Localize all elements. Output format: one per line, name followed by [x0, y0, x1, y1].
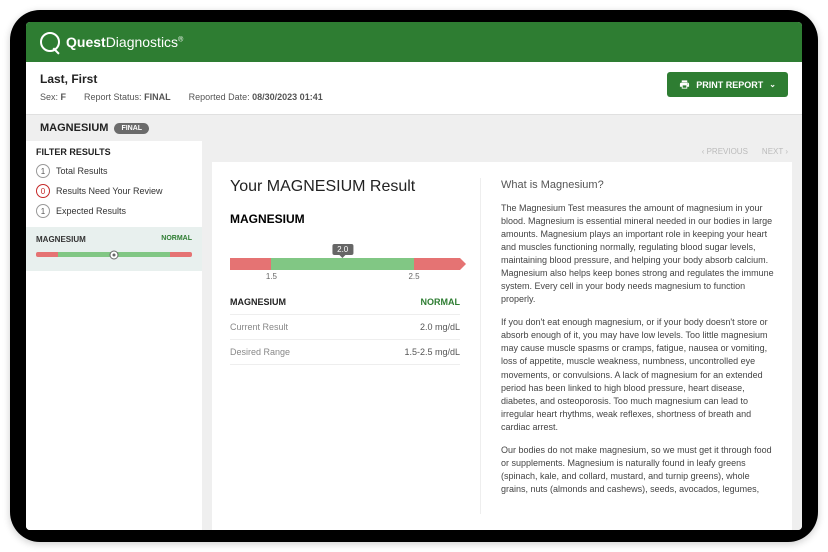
brand: QuestDiagnostics® — [40, 32, 183, 52]
test-header-bar: MAGNESIUM FINAL — [26, 115, 802, 141]
result-test-name: MAGNESIUM — [230, 212, 460, 226]
status-value: FINAL — [144, 92, 171, 102]
row-val: NORMAL — [421, 297, 461, 307]
current-value-marker: 2.0 — [332, 244, 353, 255]
count-badge: 1 — [36, 204, 50, 218]
row-key: Current Result — [230, 322, 288, 332]
prev-button[interactable]: ‹ PREVIOUS — [702, 147, 748, 156]
app-screen: QuestDiagnostics® Last, First Sex: F Rep… — [26, 22, 802, 530]
info-heading: What is Magnesium? — [501, 178, 774, 194]
final-badge: FINAL — [114, 123, 149, 134]
mini-range-bar — [36, 252, 192, 257]
sex-label: Sex: — [40, 92, 58, 102]
row-key: Desired Range — [230, 347, 290, 357]
status-field: Report Status: FINAL — [84, 92, 171, 102]
sidebar: FILTER RESULTS 1 Total Results 0 Results… — [26, 141, 202, 530]
info-paragraph-2: If you don't eat enough magnesium, or if… — [501, 316, 774, 433]
range-arrow-icon — [460, 258, 466, 270]
result-title: Your MAGNESIUM Result — [230, 178, 460, 196]
patient-name: Last, First — [40, 72, 323, 86]
brand-text: QuestDiagnostics® — [66, 34, 183, 50]
count-badge: 0 — [36, 184, 50, 198]
tick-low: 1.5 — [266, 272, 277, 281]
filter-expected[interactable]: 1 Expected Results — [26, 201, 202, 221]
filter-label: Results Need Your Review — [56, 186, 163, 196]
status-label: Report Status: — [84, 92, 142, 102]
reported-label: Reported Date: — [189, 92, 250, 102]
sex-field: Sex: F — [40, 92, 66, 102]
result-row-current: Current Result 2.0 mg/dL — [230, 315, 460, 340]
sidebar-test-item[interactable]: MAGNESIUM NORMAL — [26, 227, 202, 271]
sex-value: F — [61, 92, 67, 102]
next-button[interactable]: NEXT › — [762, 147, 788, 156]
print-report-button[interactable]: PRINT REPORT ⌄ — [667, 72, 788, 97]
filter-need-review[interactable]: 0 Results Need Your Review — [26, 181, 202, 201]
sidebar-test-name: MAGNESIUM — [36, 235, 86, 244]
mini-range-marker — [110, 250, 119, 259]
main-body: FILTER RESULTS 1 Total Results 0 Results… — [26, 141, 802, 530]
reported-field: Reported Date: 08/30/2023 01:41 — [189, 92, 323, 102]
filter-total[interactable]: 1 Total Results — [26, 161, 202, 181]
patient-info-bar: Last, First Sex: F Report Status: FINAL … — [26, 62, 802, 115]
sidebar-test-head: MAGNESIUM NORMAL — [36, 235, 192, 244]
range-high-segment — [414, 258, 460, 270]
printer-icon — [679, 79, 690, 90]
range-low-segment — [230, 258, 271, 270]
row-val: 1.5-2.5 mg/dL — [404, 347, 460, 357]
content-area: ‹ PREVIOUS NEXT › Your MAGNESIUM Result … — [202, 141, 802, 530]
result-row-range: Desired Range 1.5-2.5 mg/dL — [230, 340, 460, 365]
patient-meta: Sex: F Report Status: FINAL Reported Dat… — [40, 92, 323, 102]
range-ok-segment — [271, 258, 414, 270]
count-badge: 1 — [36, 164, 50, 178]
brand-logo-icon — [40, 32, 60, 52]
row-key: MAGNESIUM — [230, 297, 286, 307]
result-row-status: MAGNESIUM NORMAL — [230, 290, 460, 315]
filter-label: Total Results — [56, 166, 108, 176]
filter-label: Expected Results — [56, 206, 126, 216]
range-bar-wrap: 2.0 1.5 2.5 — [230, 236, 460, 270]
chevron-down-icon: ⌄ — [769, 80, 776, 89]
print-label: PRINT REPORT — [696, 80, 763, 90]
tick-high: 2.5 — [408, 272, 419, 281]
brand-strong: Quest — [66, 34, 106, 50]
reported-value: 08/30/2023 01:41 — [252, 92, 323, 102]
patient-info: Last, First Sex: F Report Status: FINAL … — [40, 72, 323, 102]
filter-results-title: FILTER RESULTS — [26, 141, 202, 161]
info-paragraph-3: Our bodies do not make magnesium, so we … — [501, 444, 774, 496]
registered-mark: ® — [178, 36, 183, 43]
info-paragraph-1: The Magnesium Test measures the amount o… — [501, 202, 774, 306]
result-left-column: Your MAGNESIUM Result MAGNESIUM 2.0 1.5 … — [230, 178, 460, 514]
top-bar: QuestDiagnostics® — [26, 22, 802, 62]
sidebar-test-status: NORMAL — [161, 235, 192, 244]
range-bar: 2.0 1.5 2.5 — [230, 258, 460, 270]
info-column: What is Magnesium? The Magnesium Test me… — [480, 178, 774, 514]
row-val: 2.0 mg/dL — [420, 322, 460, 332]
result-card: Your MAGNESIUM Result MAGNESIUM 2.0 1.5 … — [212, 162, 792, 530]
tablet-frame: QuestDiagnostics® Last, First Sex: F Rep… — [10, 10, 818, 542]
brand-light: Diagnostics — [106, 34, 178, 50]
page-nav: ‹ PREVIOUS NEXT › — [212, 145, 792, 162]
test-header-name: MAGNESIUM — [40, 122, 108, 134]
